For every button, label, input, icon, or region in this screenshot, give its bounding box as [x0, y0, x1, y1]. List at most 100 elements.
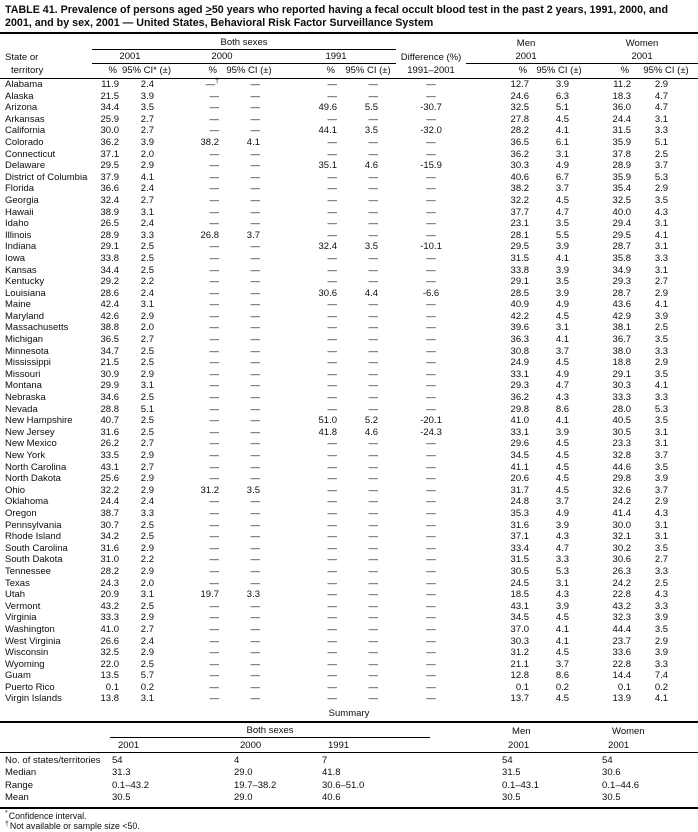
value-cell: -10.1	[420, 241, 442, 253]
pct-col-header: %	[586, 63, 635, 79]
value-cell: —	[209, 345, 220, 357]
value-cell: 4.7	[555, 206, 570, 218]
table-row: Illinois 28.9 3.3 26.8 3.7 — — — 28.1 5.5 29.5 4.1	[0, 230, 698, 242]
summary-year-row: 2001 2000 1991 2001 2001	[0, 737, 698, 754]
value-cell: —	[250, 90, 261, 102]
state-name-cell: Illinois	[5, 229, 32, 241]
value-cell: 4.7	[654, 102, 669, 114]
men-group-header: Men	[516, 37, 536, 49]
table-row: Alaska 21.5 3.9 — — — — — 24.6 6.3 18.3 4.7	[0, 91, 698, 103]
value-cell: —	[368, 461, 379, 473]
value-cell: —	[368, 507, 379, 519]
value-cell: —	[209, 612, 220, 624]
value-cell: —	[426, 565, 436, 577]
value-cell: 2.9	[140, 612, 154, 624]
value-cell: 4.5	[555, 438, 570, 450]
value-cell: —	[426, 623, 436, 635]
value-cell: —	[426, 148, 436, 160]
state-name-cell: Oregon	[5, 507, 37, 519]
value-cell: 30.8	[510, 345, 530, 357]
value-cell: 30.5	[612, 426, 632, 438]
value-cell: —	[426, 310, 436, 322]
value-cell: —	[368, 577, 379, 589]
table-row: Georgia 32.4 2.7 — — — — — 32.2 4.5 32.5 3.5	[0, 195, 698, 207]
state-name-cell: Maryland	[5, 310, 45, 322]
value-cell: 4.7	[555, 380, 570, 392]
value-cell: 28.9	[100, 229, 120, 241]
value-cell: 3.7	[246, 229, 260, 241]
value-cell: —	[250, 148, 261, 160]
value-cell: 43.6	[612, 299, 632, 311]
value-cell: —	[368, 473, 379, 485]
footnote-confidence-interval: *Confidence interval.	[5, 810, 693, 822]
value-cell: 3.3	[654, 125, 669, 137]
table-row: Louisiana 28.6 2.4 — — 30.6 4.4 -6.6 28.5 3.9 28.7…	[0, 288, 698, 300]
value-cell: 2.5	[140, 392, 154, 404]
ci-col-header: 95% CI (±)	[634, 63, 698, 79]
value-cell: —	[209, 194, 220, 206]
value-cell: —	[426, 171, 436, 183]
value-cell: 3.5	[555, 218, 570, 230]
state-name-cell: Georgia	[5, 194, 39, 206]
value-cell: —	[327, 531, 338, 543]
value-cell: —	[426, 496, 436, 508]
value-cell: 24.4	[100, 496, 120, 508]
value-cell: 38.8	[100, 322, 120, 334]
value-cell: —	[368, 392, 379, 404]
value-cell: 2.9	[140, 160, 154, 172]
table-row: Missouri 30.9 2.9 — — — — — 33.1 4.9 29.1 3.5	[0, 369, 698, 381]
table-row: Wyoming 22.0 2.5 — — — — — 21.1 3.7 22.8 3.3	[0, 659, 698, 671]
value-cell: 4.3	[555, 531, 570, 543]
value-cell: 29.9	[100, 380, 120, 392]
value-cell: —	[327, 252, 338, 264]
value-cell: —	[250, 79, 261, 90]
value-cell: —	[327, 612, 338, 624]
pct-col-header: %	[276, 63, 340, 79]
value-cell: 33.5	[100, 450, 120, 461]
value-cell: 7.4	[654, 670, 669, 682]
value-cell: —	[426, 322, 436, 334]
value-cell: —	[250, 461, 261, 473]
value-cell: —	[209, 438, 220, 450]
summary-value-cell: 0.1–43.2	[112, 779, 149, 791]
summary-rows: No. of states/territories 54 4 7 54 54 Median 3…	[0, 753, 698, 808]
value-cell: 36.5	[510, 136, 530, 148]
value-cell: —	[327, 519, 338, 531]
value-cell: 24.4	[612, 113, 632, 125]
table-row: Guam 13.5 5.7 — — — — — 12.8 8.6 14.4 7.4	[0, 670, 698, 682]
greater-equal-symbol: >	[205, 4, 212, 16]
table-row: Iowa 33.8 2.5 — — — — — 31.5 4.1 35.8 3.3	[0, 253, 698, 265]
value-cell: —	[250, 577, 261, 589]
value-cell: 31.5	[510, 252, 530, 264]
value-cell: 3.7	[555, 183, 570, 195]
value-cell: 38.9	[100, 206, 120, 218]
value-cell: 51.0	[318, 415, 338, 427]
value-cell: 40.6	[510, 171, 530, 183]
value-cell: 29.1	[100, 241, 120, 253]
value-cell: 28.8	[100, 403, 120, 415]
year-1991-header: 1991	[276, 49, 397, 64]
table-row: Montana 29.9 3.1 — — — — — 29.3 4.7 30.3 4.1	[0, 380, 698, 392]
value-cell: —	[426, 554, 436, 566]
value-cell: 3.1	[555, 322, 570, 334]
value-cell: 3.9	[654, 310, 669, 322]
summary-spacer-cell	[430, 780, 500, 792]
table-row: Delaware 29.5 2.9 — — 35.1 4.6 -15.9 30.3 4.9 28.9…	[0, 160, 698, 172]
value-cell: 3.3	[246, 589, 260, 601]
summary-value-cell: 29.0	[234, 792, 253, 804]
value-cell: —	[327, 484, 338, 496]
ci-col-header: 95% CI (±)	[532, 63, 587, 79]
value-cell: 4.1	[140, 171, 154, 183]
value-cell: —	[426, 647, 436, 659]
value-cell: —	[209, 287, 220, 299]
summary-both-sexes-header: Both sexes	[110, 722, 431, 739]
ci-col-header: 95% CI (±)	[222, 63, 276, 79]
value-cell: —	[250, 171, 261, 183]
state-name-cell: New Hampshire	[5, 415, 73, 427]
value-cell: 2.9	[654, 183, 669, 195]
value-cell: —	[426, 357, 436, 369]
value-cell: —	[426, 368, 436, 380]
value-cell: —	[250, 241, 261, 253]
value-cell: —	[209, 681, 220, 693]
state-name-cell: Vermont	[5, 600, 41, 612]
